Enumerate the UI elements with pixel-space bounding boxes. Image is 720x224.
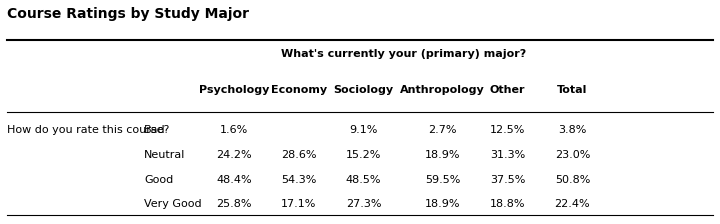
Text: 54.3%: 54.3%	[281, 175, 317, 185]
Text: 3.8%: 3.8%	[558, 125, 587, 136]
Text: 48.4%: 48.4%	[216, 175, 252, 185]
Text: What's currently your (primary) major?: What's currently your (primary) major?	[281, 49, 526, 59]
Text: 28.6%: 28.6%	[281, 150, 317, 160]
Text: Total: Total	[557, 85, 588, 95]
Text: 15.2%: 15.2%	[346, 150, 382, 160]
Text: 9.1%: 9.1%	[349, 125, 378, 136]
Text: Other: Other	[490, 85, 526, 95]
Text: 23.0%: 23.0%	[554, 150, 590, 160]
Text: 2.7%: 2.7%	[428, 125, 457, 136]
Text: Course Ratings by Study Major: Course Ratings by Study Major	[7, 7, 249, 21]
Text: Neutral: Neutral	[144, 150, 185, 160]
Text: 37.5%: 37.5%	[490, 175, 526, 185]
Text: 17.1%: 17.1%	[281, 199, 317, 209]
Text: Very Good: Very Good	[144, 199, 202, 209]
Text: 1.6%: 1.6%	[220, 125, 248, 136]
Text: Bad: Bad	[144, 125, 166, 136]
Text: 27.3%: 27.3%	[346, 199, 382, 209]
Text: 50.8%: 50.8%	[554, 175, 590, 185]
Text: Economy: Economy	[271, 85, 327, 95]
Text: How do you rate this course?: How do you rate this course?	[7, 125, 170, 136]
Text: Anthropology: Anthropology	[400, 85, 485, 95]
Text: 18.8%: 18.8%	[490, 199, 526, 209]
Text: 22.4%: 22.4%	[554, 199, 590, 209]
Text: Good: Good	[144, 175, 174, 185]
Text: 31.3%: 31.3%	[490, 150, 525, 160]
Text: Psychology: Psychology	[199, 85, 269, 95]
Text: 59.5%: 59.5%	[425, 175, 461, 185]
Text: 48.5%: 48.5%	[346, 175, 382, 185]
Text: 18.9%: 18.9%	[425, 199, 461, 209]
Text: 24.2%: 24.2%	[216, 150, 252, 160]
Text: 12.5%: 12.5%	[490, 125, 526, 136]
Text: 18.9%: 18.9%	[425, 150, 461, 160]
Text: 25.8%: 25.8%	[216, 199, 252, 209]
Text: Sociology: Sociology	[333, 85, 394, 95]
